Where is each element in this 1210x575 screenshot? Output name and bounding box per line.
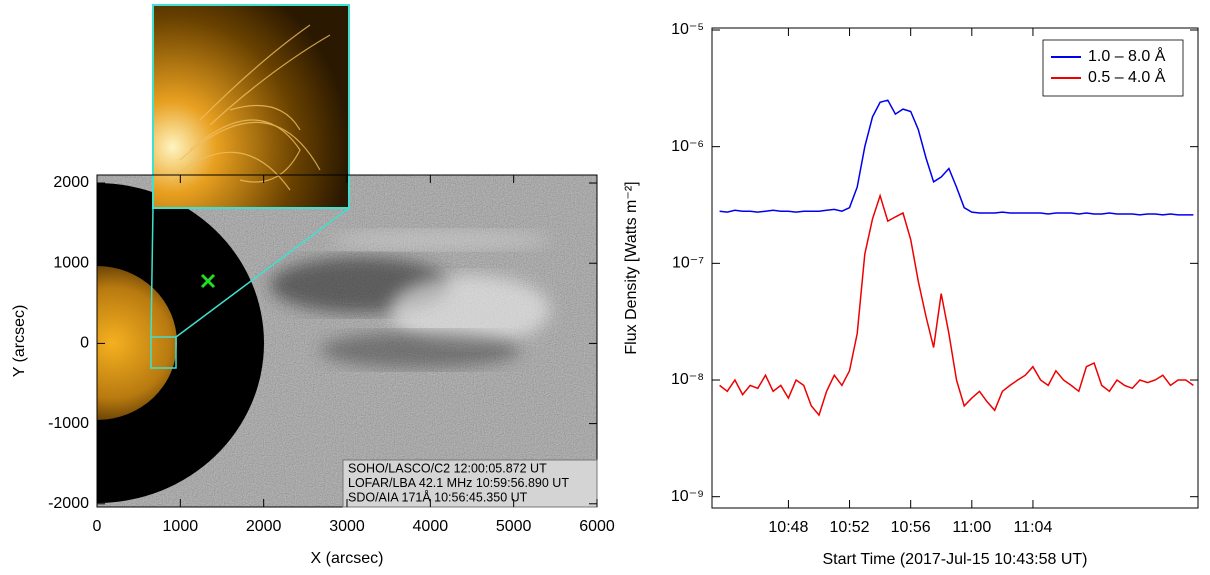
- x-tick-label: 0: [93, 518, 102, 535]
- annotation: SDO/AIA 171Å 10:56:45.350 UT: [348, 489, 528, 504]
- x-tick-label: 10:56: [891, 519, 931, 536]
- x-tick-label: 4000: [413, 518, 449, 535]
- y-tick-label: 10⁻⁶: [671, 138, 704, 155]
- coronagraph-image: [97, 175, 597, 507]
- x-axis-label: Start Time (2017-Jul-15 10:43:58 UT): [822, 551, 1087, 568]
- series-line: [719, 99, 1194, 216]
- y-axis-label: Y (arcsec): [11, 305, 28, 378]
- y-tick-label: -1000: [48, 415, 89, 432]
- y-tick-label: -2000: [48, 495, 89, 512]
- y-tick-label: 10⁻⁹: [671, 488, 704, 505]
- series-line: [719, 193, 1194, 417]
- annotation: SOHO/LASCO/C2 12:00:05.872 UT: [348, 461, 547, 475]
- y-axis-label: Flux Density [Watts m⁻²]: [623, 181, 640, 354]
- annotation: LOFAR/LBA 42.1 MHz 10:59:56.890 UT: [348, 476, 569, 490]
- legend-box: [1042, 39, 1184, 97]
- x-tick-label: 10:48: [768, 519, 808, 536]
- x-tick-label: 10:52: [830, 519, 870, 536]
- x-tick-label: 5000: [496, 518, 532, 535]
- marker: [200, 273, 216, 289]
- y-tick-label: 10⁻⁸: [671, 371, 704, 388]
- y-tick-label: 2000: [53, 174, 89, 191]
- x-tick-label: 1000: [163, 518, 199, 535]
- x-tick-label: 11:00: [952, 519, 991, 536]
- inset-image: [152, 4, 350, 209]
- legend-label: 1.0 – 8.0 Å: [1088, 46, 1166, 65]
- y-tick-label: 1000: [53, 254, 89, 271]
- x-tick-label: 6000: [579, 518, 615, 535]
- y-tick-label: 10⁻⁷: [672, 255, 704, 272]
- x-tick-label: 2000: [246, 518, 282, 535]
- x-tick-label: 3000: [329, 518, 365, 535]
- legend-label: 0.5 – 4.0 Å: [1088, 67, 1166, 86]
- zoom-box: [150, 207, 350, 369]
- x-tick-label: 11:04: [1014, 519, 1053, 536]
- y-tick-label: 10⁻⁵: [671, 21, 704, 38]
- x-axis-label: X (arcsec): [311, 550, 384, 567]
- axes-frame: [711, 27, 1199, 509]
- y-tick-label: 0: [80, 335, 89, 352]
